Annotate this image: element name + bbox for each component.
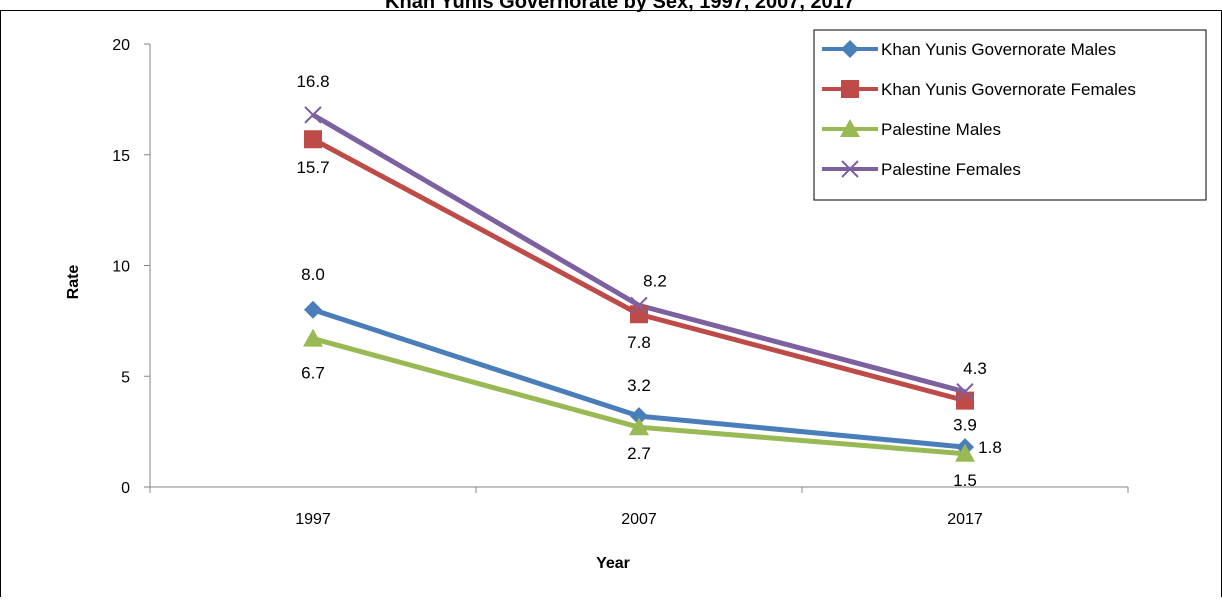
legend-marker bbox=[841, 160, 859, 178]
data-label: 6.7 bbox=[301, 364, 325, 383]
x-tick-label: 1997 bbox=[295, 511, 331, 528]
x-tick-label: 2007 bbox=[621, 511, 657, 528]
x-axis-title: Year bbox=[596, 555, 630, 572]
y-tick-label: 10 bbox=[112, 259, 130, 276]
data-label: 16.8 bbox=[296, 72, 329, 91]
data-label: 4.3 bbox=[963, 359, 987, 378]
data-label: 2.7 bbox=[627, 444, 651, 463]
data-point bbox=[630, 305, 648, 324]
legend-marker bbox=[841, 80, 859, 98]
data-point bbox=[630, 407, 648, 426]
data-label: 3.9 bbox=[953, 416, 977, 435]
data-label: 15.7 bbox=[296, 158, 329, 177]
y-tick-label: 5 bbox=[121, 369, 130, 386]
y-axis-title: Rate bbox=[65, 265, 82, 300]
legend-label: Palestine Males bbox=[881, 120, 1001, 139]
legend-label: Khan Yunis Governorate Males bbox=[881, 40, 1116, 59]
data-label: 8.0 bbox=[301, 265, 325, 284]
data-point bbox=[303, 328, 323, 347]
data-point bbox=[304, 130, 322, 149]
y-tick-label: 20 bbox=[112, 37, 130, 54]
data-label: 8.2 bbox=[643, 271, 667, 290]
legend-label: Palestine Females bbox=[881, 160, 1021, 179]
data-label: 1.5 bbox=[953, 471, 977, 490]
data-label: 3.2 bbox=[627, 376, 651, 395]
chart-title: Khan Yunis Governorate by Sex, 1997, 200… bbox=[385, 0, 855, 13]
legend-marker bbox=[841, 40, 859, 58]
data-point bbox=[304, 106, 322, 124]
y-tick-label: 0 bbox=[121, 480, 130, 497]
data-point bbox=[956, 383, 974, 401]
legend: Khan Yunis Governorate Males Khan Yunis G… bbox=[813, 29, 1207, 201]
data-label: 7.8 bbox=[627, 333, 651, 352]
data-point bbox=[955, 443, 975, 462]
data-point bbox=[304, 300, 322, 319]
x-tick-label: 2017 bbox=[947, 511, 983, 528]
legend-marker bbox=[840, 119, 860, 137]
legend-box bbox=[813, 29, 1207, 201]
data-label: 1.8 bbox=[978, 438, 1002, 457]
data-point bbox=[629, 417, 649, 436]
data-point bbox=[956, 391, 974, 410]
data-point bbox=[630, 296, 648, 315]
y-tick-label: 15 bbox=[112, 148, 130, 165]
legend-label: Khan Yunis Governorate Females bbox=[881, 80, 1136, 99]
